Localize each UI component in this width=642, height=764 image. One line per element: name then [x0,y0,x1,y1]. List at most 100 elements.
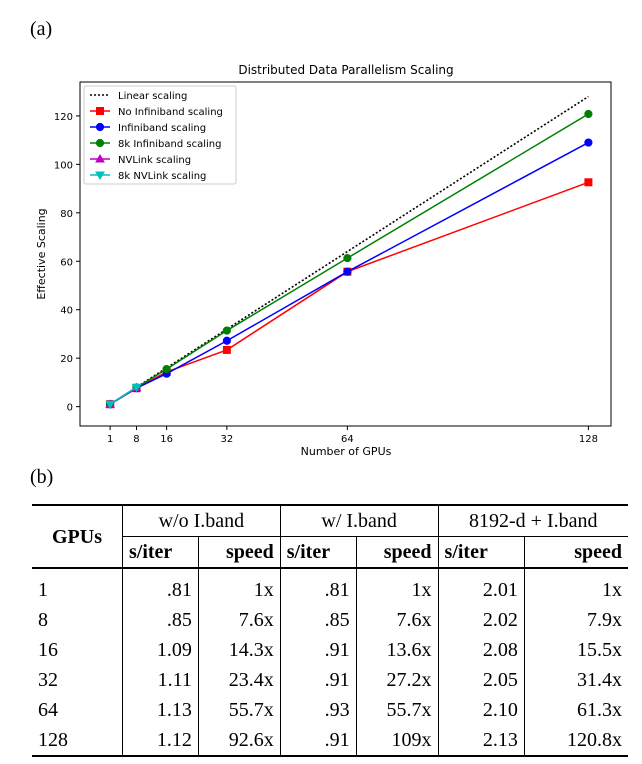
value-cell: 13.6x [356,635,439,665]
y-tick-label: 100 [54,160,73,171]
panel-b-label: (b) [30,466,54,488]
value-cell: 1.09 [122,635,199,665]
group-header-8192d-iband: 8192-d + I.band [438,504,628,537]
subheader-speed: speed [524,536,628,569]
table-row: 128 1.12 92.6x .91 109x 2.13 120.8x [32,725,628,757]
subheader-siter: s/iter [438,536,525,569]
y-axis-label: Effective Scaling [35,208,48,299]
series-8k-nvlink-scaling [105,383,142,410]
group-header-w-iband: w/ I.band [280,504,439,537]
value-cell: 1.13 [122,695,199,725]
table-row: 64 1.13 55.7x .93 55.7x 2.10 61.3x [32,695,628,725]
value-cell: 55.7x [198,695,281,725]
legend-label: No Infiniband scaling [118,107,223,118]
subheader-speed: speed [356,536,439,569]
data-point [343,267,352,276]
table-body: 1.81 1x .81 1x 2.01 1x 8.85 7.6x .85 7.6x 2.02 7.9x… [32,568,628,757]
legend-entry: Infiniband scaling [90,122,206,134]
value-cell: 14.3x [198,635,281,665]
value-cell: 109x [356,725,439,757]
value-cell: 1x [356,568,439,605]
y-axis-ticks: 0 20 40 60 80 100 120 [54,112,80,414]
value-cell: .93 [280,695,357,725]
value-cell: 2.08 [438,635,525,665]
legend-label: 8k Infiniband scaling [118,139,221,150]
series-line [109,95,589,405]
value-cell: .91 [280,665,357,695]
y-tick-label: 80 [60,209,73,220]
value-cell: 1.12 [122,725,199,757]
table-header-row-1: GPUs w/o I.band w/ I.band 8192-d + I.ban… [32,504,628,568]
x-tick-label: 128 [579,434,598,445]
value-cell: 2.02 [438,605,525,635]
chart-title: Distributed Data Parallelism Scaling [238,63,453,77]
x-tick-label: 8 [133,434,139,445]
data-point [343,254,352,263]
value-cell: .85 [122,605,199,635]
data-point [131,383,142,393]
value-cell: 7.6x [198,605,281,635]
x-tick-label: 32 [221,434,234,445]
legend-entry: Linear scaling [90,91,187,102]
legend-entry: NVLink scaling [90,153,191,166]
y-tick-label: 0 [67,403,73,414]
table-header-row-2: s/iter speed s/iter speed s/iter speed [32,536,628,569]
value-cell: 1x [198,568,281,605]
x-axis-ticks: 1 8 16 32 64 128 [107,426,598,445]
data-point [105,400,115,410]
value-cell: 92.6x [198,725,281,757]
data-point [95,138,105,148]
group-header-wo-iband: w/o I.band [122,504,281,537]
value-cell: 2.10 [438,695,525,725]
value-cell: 2.01 [438,568,525,605]
legend-label: Linear scaling [118,91,187,102]
y-tick-label: 40 [60,306,73,317]
subheader-siter: s/iter [122,536,199,569]
x-tick-label: 1 [107,434,113,445]
data-point [584,178,593,187]
legend: Linear scaling No Infiniband scaling Infin… [83,85,237,185]
value-cell: 1x [602,579,622,601]
value-cell: .91 [280,635,357,665]
data-point [96,107,104,115]
data-point [162,364,171,374]
data-point [584,109,593,119]
scaling-chart: Distributed Data Parallelism Scaling 0 20… [35,63,612,458]
x-axis-label: Number of GPUs [301,445,392,458]
plot-frame [79,81,612,427]
data-point [95,153,105,163]
data-point [222,336,231,345]
gpu-count-cell: 1 [32,568,123,605]
legend-entry: 8k Infiniband scaling [90,138,221,150]
value-cell: .91 [280,725,357,757]
data-point [584,138,593,147]
value-cell: 1.11 [122,665,199,695]
value-cell: 27.2x [356,665,439,695]
value-cell: 31.4x [577,669,622,691]
gpus-header: GPUs [32,504,123,568]
data-point [95,122,105,132]
value-cell: 7.9x [587,609,622,631]
gpu-count-cell: 32 [32,665,123,695]
y-tick-label: 120 [54,112,73,123]
gpu-count-cell: 8 [32,605,123,635]
value-cell: 2.05 [438,665,525,695]
value-cell: 2.13 [438,725,525,757]
series-layer [105,95,593,410]
gpu-count-cell: 16 [32,635,123,665]
value-cell: .81 [280,568,357,605]
legend-entry: No Infiniband scaling [90,107,223,118]
x-tick-label: 16 [160,434,173,445]
legend-label: 8k NVLink scaling [118,171,206,182]
results-table: GPUs w/o I.band w/ I.band 8192-d + I.ban… [32,504,628,757]
table-row: 8.85 7.6x .85 7.6x 2.02 7.9x [32,605,628,635]
x-tick-label: 64 [341,434,354,445]
value-cell: 120.8x [524,725,628,757]
value-cell: 55.7x [356,695,439,725]
data-point [95,171,105,181]
legend-label: NVLink scaling [118,155,191,166]
data-point [222,326,231,335]
table-row: 32 1.11 23.4x .91 27.2x 2.05 31.4x [32,665,628,695]
table-row: 1.81 1x .81 1x 2.01 1x [32,568,628,605]
value-cell: 7.6x [356,605,439,635]
